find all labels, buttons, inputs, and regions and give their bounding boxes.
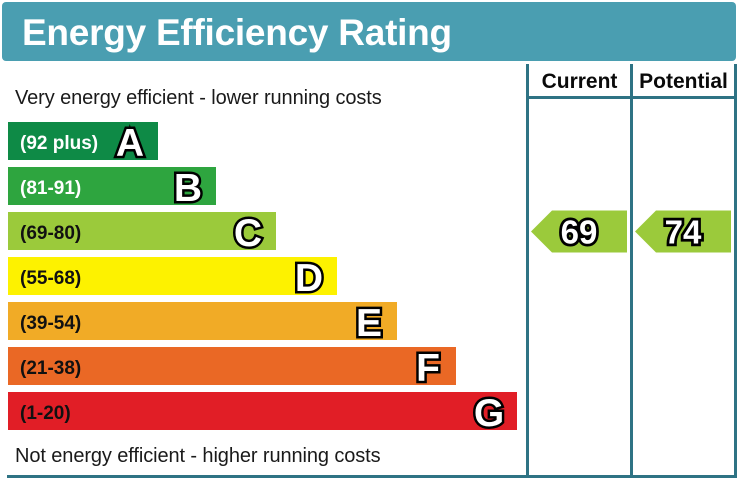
band-d-range: (55-68) <box>20 268 82 289</box>
band-g-letter-glyph: G <box>471 392 506 430</box>
potential-arrow-shape <box>635 210 731 253</box>
band-f-range: (21-38) <box>20 358 82 379</box>
current-column-header: Current <box>541 70 618 93</box>
band-c: (69-80) C <box>8 212 276 250</box>
current-rating-arrow: 69 <box>531 210 627 253</box>
current-rating-value: 69 <box>561 214 598 251</box>
band-f-letter-glyph: F <box>414 347 443 385</box>
title-banner: Energy Efficiency Rating <box>2 2 736 61</box>
band-e-range: (39-54) <box>20 313 82 334</box>
table-border-right <box>734 64 737 478</box>
top-note: Very energy efficient - lower running co… <box>15 87 382 109</box>
svg-text:F: F <box>416 347 440 385</box>
band-g-range: (1-20) <box>20 403 71 424</box>
band-d-letter-glyph: D <box>292 257 325 295</box>
band-d: (55-68) D <box>8 257 337 295</box>
band-c-letter-glyph: C <box>231 212 264 250</box>
band-b-range: (81-91) <box>20 178 82 199</box>
potential-rating-value: 74 <box>665 214 702 251</box>
band-a-range: (92 plus) <box>20 133 99 154</box>
band-e: (39-54) E <box>8 302 397 340</box>
header-underline <box>526 96 737 99</box>
band-b-letter-glyph: B <box>171 167 204 205</box>
svg-text:E: E <box>356 302 382 340</box>
table-divider-left <box>526 64 529 478</box>
band-g: (1-20) G <box>8 392 517 430</box>
svg-text:C: C <box>234 212 262 250</box>
svg-text:B: B <box>174 167 202 205</box>
current-arrow-shape <box>531 210 627 253</box>
bottom-rule <box>7 475 737 478</box>
band-c-range: (69-80) <box>20 223 82 244</box>
band-a: (92 plus) A <box>8 122 158 160</box>
svg-text:D: D <box>295 257 323 295</box>
svg-text:G: G <box>474 392 504 430</box>
band-e-letter-glyph: E <box>353 302 384 340</box>
band-f: (21-38) F <box>8 347 456 385</box>
chart-title: Energy Efficiency Rating <box>22 12 452 53</box>
potential-rating-arrow: 74 <box>635 210 731 253</box>
band-b: (81-91) B <box>8 167 216 205</box>
potential-column-header: Potential <box>639 70 728 93</box>
svg-text:A: A <box>116 122 144 160</box>
band-a-letter-glyph: A <box>113 122 146 160</box>
bottom-note: Not energy efficient - higher running co… <box>15 445 381 467</box>
table-divider-middle <box>630 64 633 478</box>
